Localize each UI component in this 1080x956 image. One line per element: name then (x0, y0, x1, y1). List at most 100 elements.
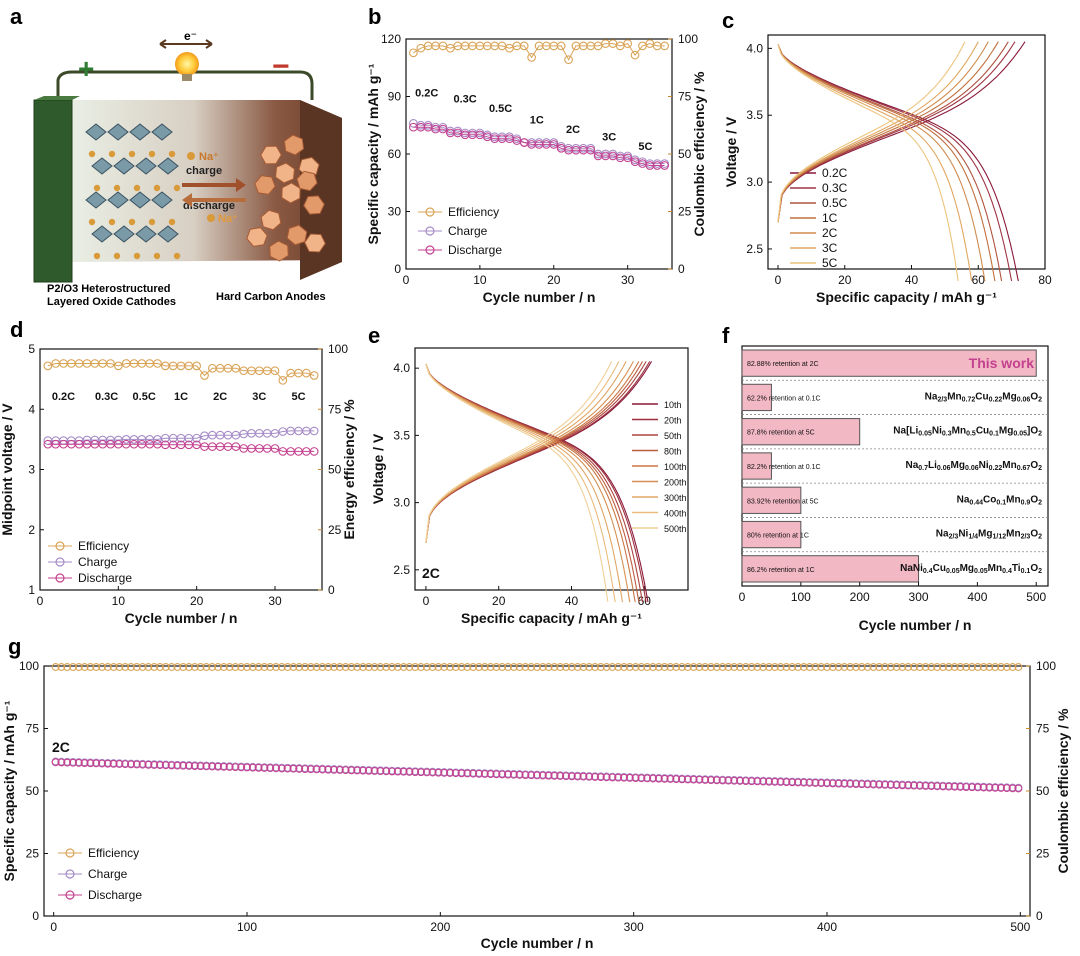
g-marker-discharge (498, 770, 507, 779)
g-marker-discharge (74, 758, 83, 767)
g-marker-efficiency (405, 663, 414, 671)
g-marker-discharge (707, 776, 715, 785)
g-marker-efficiency (678, 663, 686, 671)
g-xtick-label: 100 (237, 920, 257, 934)
g-marker-efficiency (736, 663, 744, 671)
g-marker-efficiency (567, 663, 576, 671)
c-ytick-label: 4.0 (746, 41, 763, 55)
e-charge-curve-50th (425, 361, 647, 543)
g-marker-discharge (127, 760, 135, 769)
g-marker-discharge (121, 760, 130, 769)
d-ytick-right-label: 50 (328, 463, 342, 477)
g-marker-discharge (219, 762, 228, 771)
g-marker-discharge (956, 782, 965, 791)
c-charge-curve-0.2C (777, 41, 1026, 223)
g-marker-discharge (393, 767, 402, 776)
c-discharge-curve-2C (777, 44, 986, 282)
g-marker-efficiency (225, 663, 234, 671)
g-marker-efficiency (724, 663, 733, 671)
g-marker-discharge (475, 769, 483, 778)
e-charge-curve-10th (425, 361, 653, 543)
g-marker-discharge (678, 775, 686, 784)
g-marker-efficiency (161, 663, 170, 671)
c-discharge-curve-0.3C (777, 44, 1013, 282)
g-marker-discharge (422, 768, 431, 777)
g-marker-efficiency (968, 663, 976, 671)
na-ion (168, 150, 176, 158)
g-marker-discharge (683, 775, 692, 784)
f-formula-part: 1/4 (968, 534, 978, 541)
g-marker-discharge (161, 761, 170, 770)
f-formula-part: 0.9 (1021, 499, 1031, 506)
octahedron (85, 191, 107, 209)
f-formula-part: O (1030, 529, 1038, 540)
d-marker-efficiency (231, 363, 241, 373)
g-ylabel-right: Coulombic efficiency / % (1055, 708, 1071, 873)
g-marker-discharge (776, 778, 785, 786)
g-marker-efficiency (579, 663, 588, 671)
b-ylabel-right: Coulombic efficiency / % (691, 71, 707, 236)
g-marker-efficiency (260, 663, 269, 671)
chart-e-cycling-profiles: 0 20 40 60 2.5 3.0 3.5 4.0 10th 20th 50th 80th 100th… (370, 347, 689, 626)
na-ion (168, 218, 176, 226)
d-marker-charge (192, 433, 202, 443)
chart-b-rate-performance: 0 10 20 30 0 30 60 90 120 0 25 50 75 100 0.2C 0.3C 0.5C 1… (365, 32, 707, 305)
g-marker-discharge (98, 759, 106, 768)
octahedron (91, 157, 113, 175)
g-marker-discharge (753, 777, 762, 786)
g-xtick-label: 500 (1010, 920, 1030, 934)
g-marker-efficiency (973, 663, 982, 671)
g-marker-discharge (608, 773, 617, 782)
e-legend-label: 20th (664, 416, 682, 426)
d-marker-efficiency (43, 361, 53, 371)
g-marker-efficiency (51, 663, 60, 671)
f-formula-part: 0.06 (937, 465, 951, 472)
g-marker-efficiency (701, 663, 710, 671)
e-ytick-label: 2.5 (393, 563, 410, 577)
g-marker-efficiency (956, 663, 965, 671)
g-marker-efficiency (440, 663, 449, 671)
e-discharge-curve-200th (425, 363, 631, 603)
g-marker-efficiency (306, 663, 315, 671)
g-marker-discharge (538, 771, 547, 780)
f-formula-part: 0.4 (1002, 568, 1012, 575)
na-ion (133, 252, 141, 260)
f-formula-part: Mn (1002, 460, 1016, 471)
g-marker-efficiency (799, 663, 808, 671)
g-marker-discharge (469, 769, 478, 778)
b-marker-discharge (623, 153, 633, 163)
g-marker-efficiency (196, 663, 205, 671)
f-xtick-label: 300 (909, 590, 929, 604)
g-marker-discharge (376, 767, 385, 776)
g-marker-discharge (585, 772, 594, 781)
g-marker-efficiency (915, 663, 924, 671)
g-marker-discharge (562, 772, 570, 781)
g-marker-discharge (730, 776, 739, 785)
chart-c-voltage-profiles: 0 20 40 60 80 2.5 3.0 3.5 4.0 0.2C0.3C0.5C1C2C3C5… (723, 34, 1052, 305)
battery-schematic: + − e⁻ Na⁺ charge discharge Na⁺ P2/O3 He… (33, 29, 342, 308)
g-marker-discharge (92, 759, 101, 768)
g-marker-efficiency (991, 663, 1000, 671)
f-material-formula: Na0.44Co0.1Mn0.9O2 (957, 494, 1042, 506)
g-marker-efficiency (283, 663, 292, 671)
f-formula-part: Mg (978, 529, 992, 540)
g-marker-efficiency (359, 663, 367, 671)
na-ion (153, 184, 161, 192)
g-marker-discharge (892, 781, 901, 790)
e-xtick-label: 20 (492, 594, 506, 608)
f-formula-part: Mn (988, 563, 1002, 574)
g-marker-discharge (973, 783, 982, 792)
g-marker-discharge (968, 783, 976, 792)
g-marker-efficiency (417, 663, 425, 671)
f-formula-part: 2 (1038, 465, 1042, 472)
g-marker-efficiency (527, 663, 536, 671)
c-legend-label: 0.3C (822, 181, 848, 195)
d-legend-marker (55, 557, 65, 567)
f-formula-part: Mn (947, 391, 961, 402)
d-marker-discharge (270, 444, 280, 453)
f-formula-part: 2 (1038, 568, 1042, 575)
g-marker-discharge (266, 764, 275, 773)
g-marker-discharge (324, 765, 333, 774)
na-ion (88, 218, 96, 226)
g-marker-discharge (950, 782, 959, 791)
